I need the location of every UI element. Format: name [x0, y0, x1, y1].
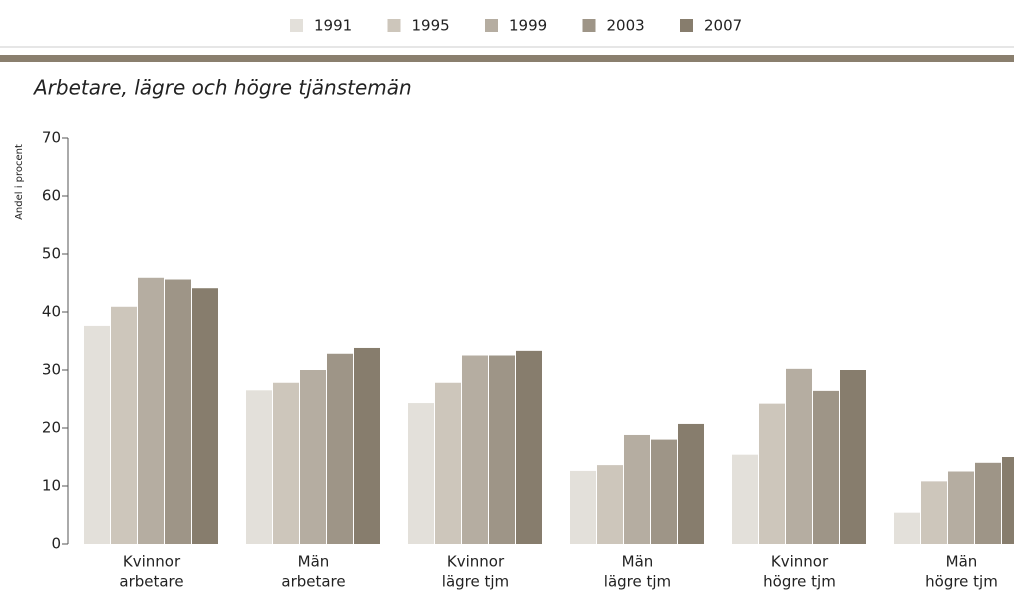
legend-label: 1991 [314, 17, 352, 35]
legend-swatch [582, 19, 596, 32]
bar [246, 390, 272, 544]
y-axis-label: Andel i procent [14, 144, 25, 220]
bar [624, 434, 650, 544]
x-tick-label: Kvinnor [123, 553, 181, 571]
chart-title: Arbetare, lägre och högre tjänstemän [32, 76, 412, 100]
legend-swatch [290, 19, 303, 32]
bar [1002, 457, 1014, 544]
bar [327, 353, 353, 544]
x-tick-label: lägre tjm [442, 573, 509, 591]
bar [192, 288, 218, 544]
bar [840, 370, 866, 544]
x-tick-label: Män [298, 553, 330, 571]
bar [408, 403, 434, 544]
bar [300, 370, 326, 544]
x-tick-label: Män [622, 553, 654, 571]
legend-swatch [485, 19, 498, 32]
legend-label: 2003 [607, 17, 645, 35]
bar [921, 481, 947, 544]
x-tick-label: Män [946, 553, 978, 571]
y-tick-label: 60 [42, 187, 61, 205]
bar [948, 471, 974, 544]
x-tick-label: lägre tjm [604, 573, 671, 591]
bar [435, 382, 461, 544]
bar [813, 390, 839, 544]
x-tick-label: Kvinnor [447, 553, 505, 571]
legend-label: 1999 [509, 17, 547, 35]
bar [759, 403, 785, 544]
legend-swatch [387, 19, 401, 32]
y-tick-label: 70 [42, 129, 61, 147]
bar [732, 454, 758, 544]
x-tick-label: arbetare [281, 573, 345, 591]
bar [651, 439, 677, 544]
y-tick-label: 0 [51, 535, 61, 553]
bar [138, 277, 164, 544]
y-tick-label: 50 [42, 245, 61, 263]
bar [273, 382, 299, 544]
bar [489, 355, 515, 544]
y-tick-label: 20 [42, 419, 61, 437]
header-band [0, 55, 1014, 62]
legend-label: 2007 [704, 17, 742, 35]
bar [678, 423, 704, 544]
bar [165, 279, 191, 544]
bar [111, 306, 137, 544]
x-tick-label: högre tjm [763, 573, 836, 591]
x-tick-label: högre tjm [925, 573, 998, 591]
x-tick-label: Kvinnor [771, 553, 829, 571]
legend-swatch [680, 19, 693, 32]
y-tick-label: 30 [42, 361, 61, 379]
bar [462, 355, 488, 544]
x-tick-label: arbetare [119, 573, 183, 591]
y-tick-label: 10 [42, 477, 61, 495]
bar [975, 462, 1001, 544]
bar [354, 347, 380, 544]
legend-label: 1995 [412, 17, 450, 35]
bar [786, 368, 812, 544]
bar [894, 512, 920, 544]
y-tick-label: 40 [42, 303, 61, 321]
bar [597, 465, 623, 544]
bar [84, 325, 110, 544]
bar [516, 350, 542, 544]
bar [570, 470, 596, 544]
